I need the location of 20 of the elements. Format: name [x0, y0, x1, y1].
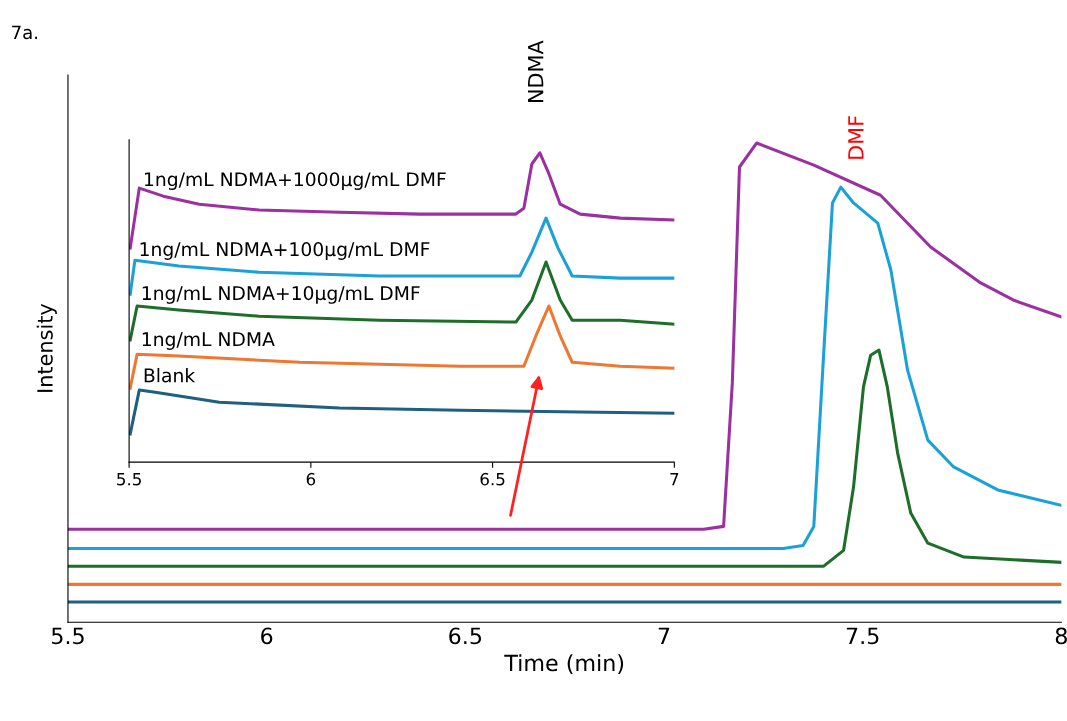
series-label: 1ng/mL NDMA+1000µg/mL DMF — [144, 172, 446, 190]
x-tick-label: 7.5 — [846, 627, 879, 645]
x-axis-title: Time (min) — [504, 654, 624, 674]
x-tick-label: 6.5 — [480, 472, 505, 486]
x-tick-label: 5.5 — [117, 473, 141, 486]
x-tick-label: 6.5 — [449, 627, 482, 645]
x-tick-label: 7 — [658, 627, 670, 644]
x-tick-label: 6 — [306, 472, 316, 486]
y-axis-title: Intensity — [36, 303, 57, 392]
x-tick-label: 6 — [261, 627, 273, 645]
x-tick-label: 7 — [670, 473, 679, 486]
annotation: DMF — [848, 116, 864, 159]
series-label: 1ng/mL NDMA — [142, 332, 275, 350]
series-label: 1ng/mL NDMA+100µg/mL DMF — [140, 242, 430, 260]
chart-title: 7a. — [12, 25, 38, 40]
x-tick-label: 5.5 — [52, 627, 84, 645]
series-label: Blank — [144, 367, 196, 383]
x-tick-label: 8 — [1055, 627, 1067, 645]
text: NDMA — [528, 40, 544, 103]
series-label: 1ng/mL NDMA+10µg/mL DMF — [142, 285, 420, 304]
